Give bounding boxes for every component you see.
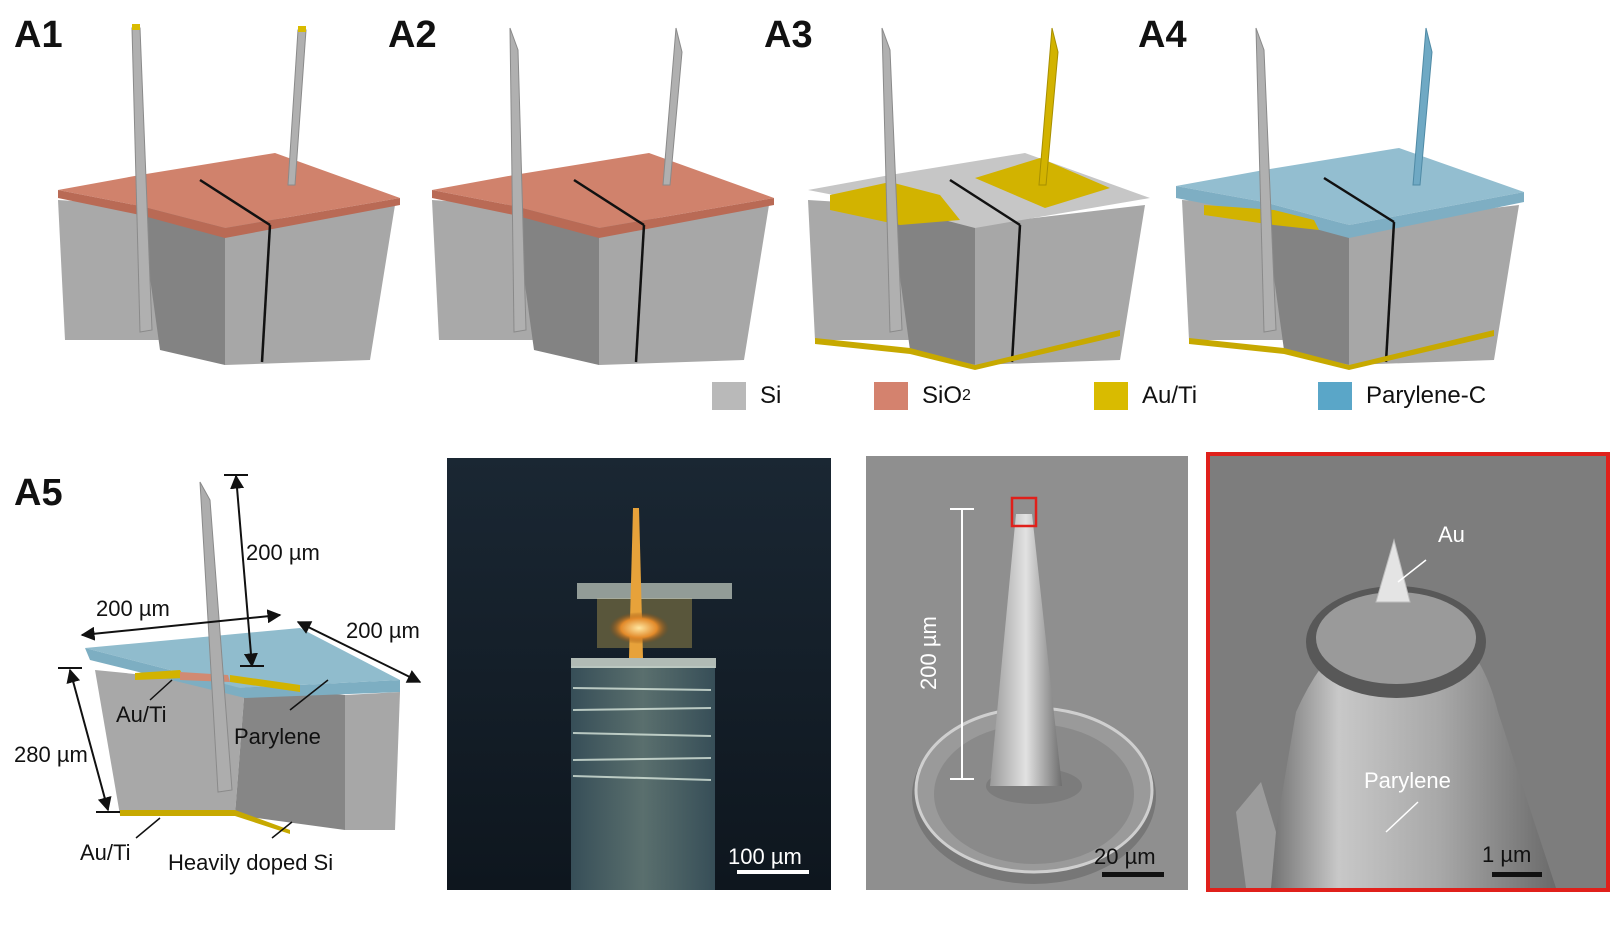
- label-width-right: 200 µm: [346, 618, 420, 643]
- panel-label-a3: A3: [764, 14, 813, 56]
- panel-label-a4: A4: [1138, 14, 1187, 56]
- highlight-box: [1010, 496, 1038, 528]
- sem-tip-zoom: [1206, 452, 1610, 892]
- sem-micrograph: [866, 456, 1188, 890]
- legend-text-sio2-sub: 2: [962, 387, 971, 404]
- block-diagram-a5: [58, 474, 422, 839]
- block-diagram-a3: [808, 27, 1150, 370]
- label-width-left: 200 µm: [96, 596, 170, 621]
- legend-swatch-parylene: [1318, 382, 1352, 410]
- panel-label-a5: A5: [14, 472, 63, 514]
- label-sem-scale: 20 µm: [1094, 844, 1156, 869]
- block-diagram-a2: [432, 27, 774, 365]
- legend-item-auti: Au/Ti: [1094, 382, 1197, 410]
- label-parylene: Parylene: [234, 724, 321, 749]
- label-auti-top: Au/Ti: [116, 702, 167, 727]
- optical-micrograph: [447, 458, 831, 890]
- legend-item-si: Si: [712, 382, 781, 410]
- block-diagram-a4: [1176, 27, 1524, 370]
- block-diagram-a1: [58, 24, 400, 365]
- label-needle-height: 200 µm: [246, 540, 320, 565]
- legend-swatch-auti: [1094, 382, 1128, 410]
- legend-swatch-sio2: [874, 382, 908, 410]
- legend-item-parylene: Parylene-C: [1318, 382, 1486, 410]
- label-auti-bottom: Au/Ti: [80, 840, 131, 865]
- legend-text-sio2: SiO: [922, 382, 963, 409]
- label-thickness: 280 µm: [14, 742, 88, 767]
- panel-label-a2: A2: [388, 14, 437, 56]
- label-sem-height: 200 µm: [916, 616, 941, 690]
- legend-item-sio2: SiO 2: [874, 382, 971, 410]
- label-tip-parylene: Parylene: [1364, 768, 1451, 793]
- label-au: Au: [1438, 522, 1465, 547]
- legend-swatch-si: [712, 382, 746, 410]
- legend-text-auti: Au/Ti: [1142, 382, 1198, 409]
- label-optical-scale: 100 µm: [728, 844, 802, 869]
- label-heavily-doped-si: Heavily doped Si: [168, 850, 334, 875]
- legend-text-si: Si: [760, 382, 782, 409]
- label-tip-scale: 1 µm: [1482, 842, 1532, 867]
- panel-label-a1: A1: [14, 14, 63, 56]
- legend-text-parylene: Parylene-C: [1366, 382, 1487, 409]
